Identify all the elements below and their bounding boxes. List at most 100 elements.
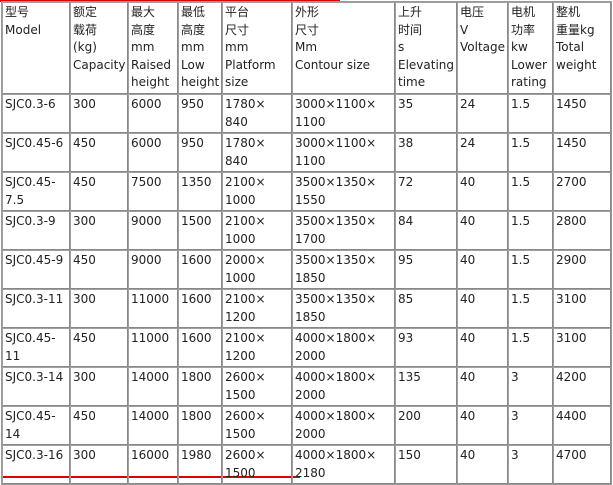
cell-low-height: 1600 xyxy=(178,250,222,289)
header-raised-height: 最大 高度 mm Raised height xyxy=(128,2,178,94)
cell-capacity: 300 xyxy=(70,211,128,250)
cell-voltage: 24 xyxy=(457,94,508,133)
table-row: SJC0.3-9 300 9000 1500 2100× 1000 3500×1350× … xyxy=(2,211,611,250)
table-row: SJC0.45- 11 450 11000 1600 2100× 1200 4000×18… xyxy=(2,328,611,367)
cell-motor-power: 3 xyxy=(508,406,553,445)
cell-elevating-time: 135 xyxy=(395,367,457,406)
cell-voltage: 40 xyxy=(457,367,508,406)
cell-capacity: 300 xyxy=(70,445,128,484)
cell-model: SJC0.45-6 xyxy=(2,133,70,172)
cell-low-height: 1350 xyxy=(178,172,222,211)
cell-voltage: 40 xyxy=(457,406,508,445)
header-capacity: 额定 载荷 (kg) Capacity xyxy=(70,2,128,94)
cell-total-weight: 4200 xyxy=(553,367,611,406)
cell-total-weight: 3100 xyxy=(553,328,611,367)
cell-model: SJC0.3-16 xyxy=(2,445,70,484)
cell-raised-height: 6000 xyxy=(128,133,178,172)
cell-model: SJC0.3-6 xyxy=(2,94,70,133)
bottom-red-rule xyxy=(2,476,300,478)
cell-capacity: 450 xyxy=(70,133,128,172)
cell-elevating-time: 150 xyxy=(395,445,457,484)
cell-elevating-time: 35 xyxy=(395,94,457,133)
cell-voltage: 40 xyxy=(457,211,508,250)
cell-voltage: 40 xyxy=(457,250,508,289)
cell-total-weight: 4700 xyxy=(553,445,611,484)
cell-contour-size: 4000×1800× 2000 xyxy=(292,406,395,445)
header-voltage: 电压 V Voltage xyxy=(457,2,508,94)
cell-platform-size: 2100× 1000 xyxy=(222,172,292,211)
cell-contour-size: 3500×1350× 1550 xyxy=(292,172,395,211)
cell-model: SJC0.3-14 xyxy=(2,367,70,406)
cell-capacity: 450 xyxy=(70,406,128,445)
cell-platform-size: 2100× 1200 xyxy=(222,328,292,367)
cell-voltage: 40 xyxy=(457,289,508,328)
cell-raised-height: 9000 xyxy=(128,250,178,289)
cell-motor-power: 1.5 xyxy=(508,289,553,328)
cell-model: SJC0.3-11 xyxy=(2,289,70,328)
cell-raised-height: 7500 xyxy=(128,172,178,211)
cell-model: SJC0.3-9 xyxy=(2,211,70,250)
cell-platform-size: 2600× 1500 xyxy=(222,445,292,484)
cell-platform-size: 1780× 840 xyxy=(222,94,292,133)
cell-capacity: 450 xyxy=(70,172,128,211)
cell-raised-height: 16000 xyxy=(128,445,178,484)
cell-contour-size: 4000×1800× 2000 xyxy=(292,328,395,367)
cell-contour-size: 3000×1100× 1100 xyxy=(292,94,395,133)
cell-model: SJC0.45- 14 xyxy=(2,406,70,445)
cell-low-height: 1600 xyxy=(178,328,222,367)
cell-platform-size: 2100× 1200 xyxy=(222,289,292,328)
header-platform-size: 平台 尺寸 mm Platform size xyxy=(222,2,292,94)
cell-raised-height: 14000 xyxy=(128,406,178,445)
cell-contour-size: 3500×1350× 1850 xyxy=(292,289,395,328)
cell-elevating-time: 38 xyxy=(395,133,457,172)
cell-voltage: 40 xyxy=(457,445,508,484)
cell-raised-height: 11000 xyxy=(128,289,178,328)
table-row: SJC0.3-14 300 14000 1800 2600× 1500 4000×1800… xyxy=(2,367,611,406)
cell-platform-size: 1780× 840 xyxy=(222,133,292,172)
cell-contour-size: 3500×1350× 1700 xyxy=(292,211,395,250)
cell-model: SJC0.45- 11 xyxy=(2,328,70,367)
cell-low-height: 1800 xyxy=(178,406,222,445)
cell-low-height: 1600 xyxy=(178,289,222,328)
cell-motor-power: 1.5 xyxy=(508,328,553,367)
table-row: SJC0.3-11 300 11000 1600 2100× 1200 3500×1350… xyxy=(2,289,611,328)
cell-elevating-time: 85 xyxy=(395,289,457,328)
cell-elevating-time: 95 xyxy=(395,250,457,289)
cell-total-weight: 2800 xyxy=(553,211,611,250)
cell-elevating-time: 84 xyxy=(395,211,457,250)
cell-total-weight: 2700 xyxy=(553,172,611,211)
cell-motor-power: 3 xyxy=(508,445,553,484)
cell-capacity: 300 xyxy=(70,367,128,406)
cell-total-weight: 3100 xyxy=(553,289,611,328)
table-row: SJC0.45-9 450 9000 1600 2000× 1000 3500×1350×… xyxy=(2,250,611,289)
cell-capacity: 300 xyxy=(70,94,128,133)
cell-voltage: 24 xyxy=(457,133,508,172)
cell-low-height: 950 xyxy=(178,133,222,172)
header-total-weight: 整机 重量kg Total weight xyxy=(553,2,611,94)
cell-elevating-time: 72 xyxy=(395,172,457,211)
cell-platform-size: 2000× 1000 xyxy=(222,250,292,289)
cell-contour-size: 4000×1800× 2000 xyxy=(292,367,395,406)
cell-motor-power: 3 xyxy=(508,367,553,406)
cell-low-height: 950 xyxy=(178,94,222,133)
table-row: SJC0.45-6 450 6000 950 1780× 840 3000×1100× 1… xyxy=(2,133,611,172)
cell-elevating-time: 200 xyxy=(395,406,457,445)
cell-model: SJC0.45-9 xyxy=(2,250,70,289)
cell-contour-size: 3500×1350× 1850 xyxy=(292,250,395,289)
cell-motor-power: 1.5 xyxy=(508,250,553,289)
cell-total-weight: 4400 xyxy=(553,406,611,445)
cell-capacity: 450 xyxy=(70,328,128,367)
header-elevating-time: 上升 时间 s Elevating time xyxy=(395,2,457,94)
cell-voltage: 40 xyxy=(457,172,508,211)
table-row: SJC0.3-16 300 16000 1980 2600× 1500 4000×1800… xyxy=(2,445,611,484)
cell-total-weight: 2900 xyxy=(553,250,611,289)
cell-total-weight: 1450 xyxy=(553,94,611,133)
header-motor-power: 电机 功率 kw Lower rating xyxy=(508,2,553,94)
cell-capacity: 300 xyxy=(70,289,128,328)
cell-raised-height: 14000 xyxy=(128,367,178,406)
cell-motor-power: 1.5 xyxy=(508,172,553,211)
cell-low-height: 1500 xyxy=(178,211,222,250)
cell-low-height: 1980 xyxy=(178,445,222,484)
header-row: 型号 Model 额定 载荷 (kg) Capacity 最大 高度 mm Rais… xyxy=(2,2,611,94)
cell-capacity: 450 xyxy=(70,250,128,289)
